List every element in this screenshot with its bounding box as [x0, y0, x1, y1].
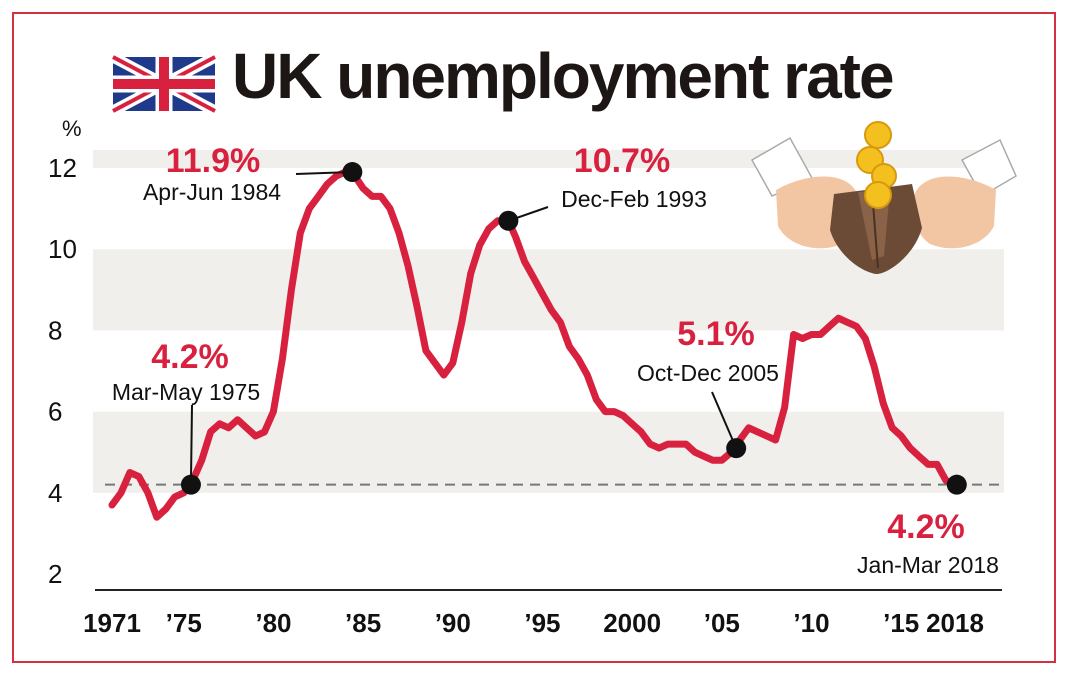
unemployment-line — [108, 168, 961, 521]
y-tick-label: 6 — [48, 397, 62, 427]
annotation-date: Oct-Dec 2005 — [637, 360, 779, 386]
annotation-date: Dec-Feb 1993 — [561, 186, 707, 212]
x-axis-ticks: 1971 ’75 ’80 ’85 ’90 ’95 2000 ’05 ’10 ’15 2018 — [83, 608, 984, 638]
x-tick-label: ’90 — [435, 608, 471, 638]
x-tick-label: ’10 — [793, 608, 829, 638]
y-axis-ticks: 2 4 6 8 10 12 — [48, 153, 77, 589]
y-tick-label: 2 — [48, 559, 62, 589]
annotation-dot — [342, 162, 363, 183]
x-tick-label: ’85 — [345, 608, 381, 638]
x-tick-label: ’80 — [255, 608, 291, 638]
annotation-leader — [189, 404, 193, 485]
annotation-value: 11.9% — [166, 142, 261, 180]
annotation-dot — [946, 474, 967, 495]
annotation-date: Mar-May 1975 — [112, 379, 260, 405]
x-tick-label: ’05 — [704, 608, 740, 638]
y-axis-unit: % — [62, 116, 82, 141]
y-tick-label: 10 — [48, 234, 77, 264]
hands-wallet-coins-icon — [750, 121, 1017, 274]
y-tick-label: 8 — [48, 315, 62, 345]
y-tick-label: 12 — [48, 153, 77, 183]
union-jack-icon — [110, 52, 218, 116]
annotation-value: 4.2% — [887, 508, 965, 546]
annotation-dot — [180, 474, 201, 495]
annotation-date: Apr-Jun 1984 — [143, 179, 281, 205]
annotation-value: 10.7% — [574, 142, 670, 180]
annotation-date: Jan-Mar 2018 — [857, 552, 999, 578]
annotation-value: 5.1% — [677, 315, 755, 353]
y-tick-label: 4 — [48, 478, 62, 508]
annotation-value: 4.2% — [151, 338, 229, 376]
x-tick-label: ’75 — [166, 608, 202, 638]
x-tick-label: 2018 — [926, 608, 984, 638]
annotation-dot — [498, 210, 519, 231]
chart-title: UK unemployment rate — [232, 40, 895, 112]
annotation-leader — [711, 391, 738, 449]
annotations: 4.2% Mar-May 1975 11.9%Apr-Jun 1984 10.7% De… — [112, 142, 999, 578]
grid-band — [93, 249, 1004, 331]
x-tick-label: 2000 — [603, 608, 661, 638]
background-bands — [93, 150, 1004, 574]
grid-band — [93, 492, 1004, 574]
x-tick-label: 1971 — [83, 608, 141, 638]
x-tick-label: ’15 — [883, 608, 919, 638]
x-tick-label: ’95 — [524, 608, 560, 638]
annotation-dot — [726, 438, 747, 459]
grid-band — [93, 330, 1004, 412]
